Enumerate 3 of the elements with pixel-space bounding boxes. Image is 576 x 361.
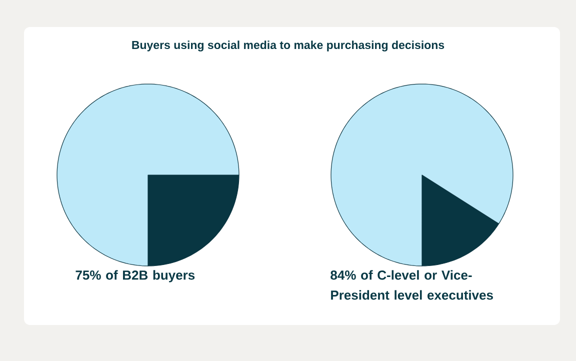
text: 84% of C-level or Vice-President level executives — [330, 270, 493, 300]
text: Buyers using social media to make purchasing decisions — [132, 40, 444, 52]
text: 75% of B2B buyers — [76, 270, 195, 282]
